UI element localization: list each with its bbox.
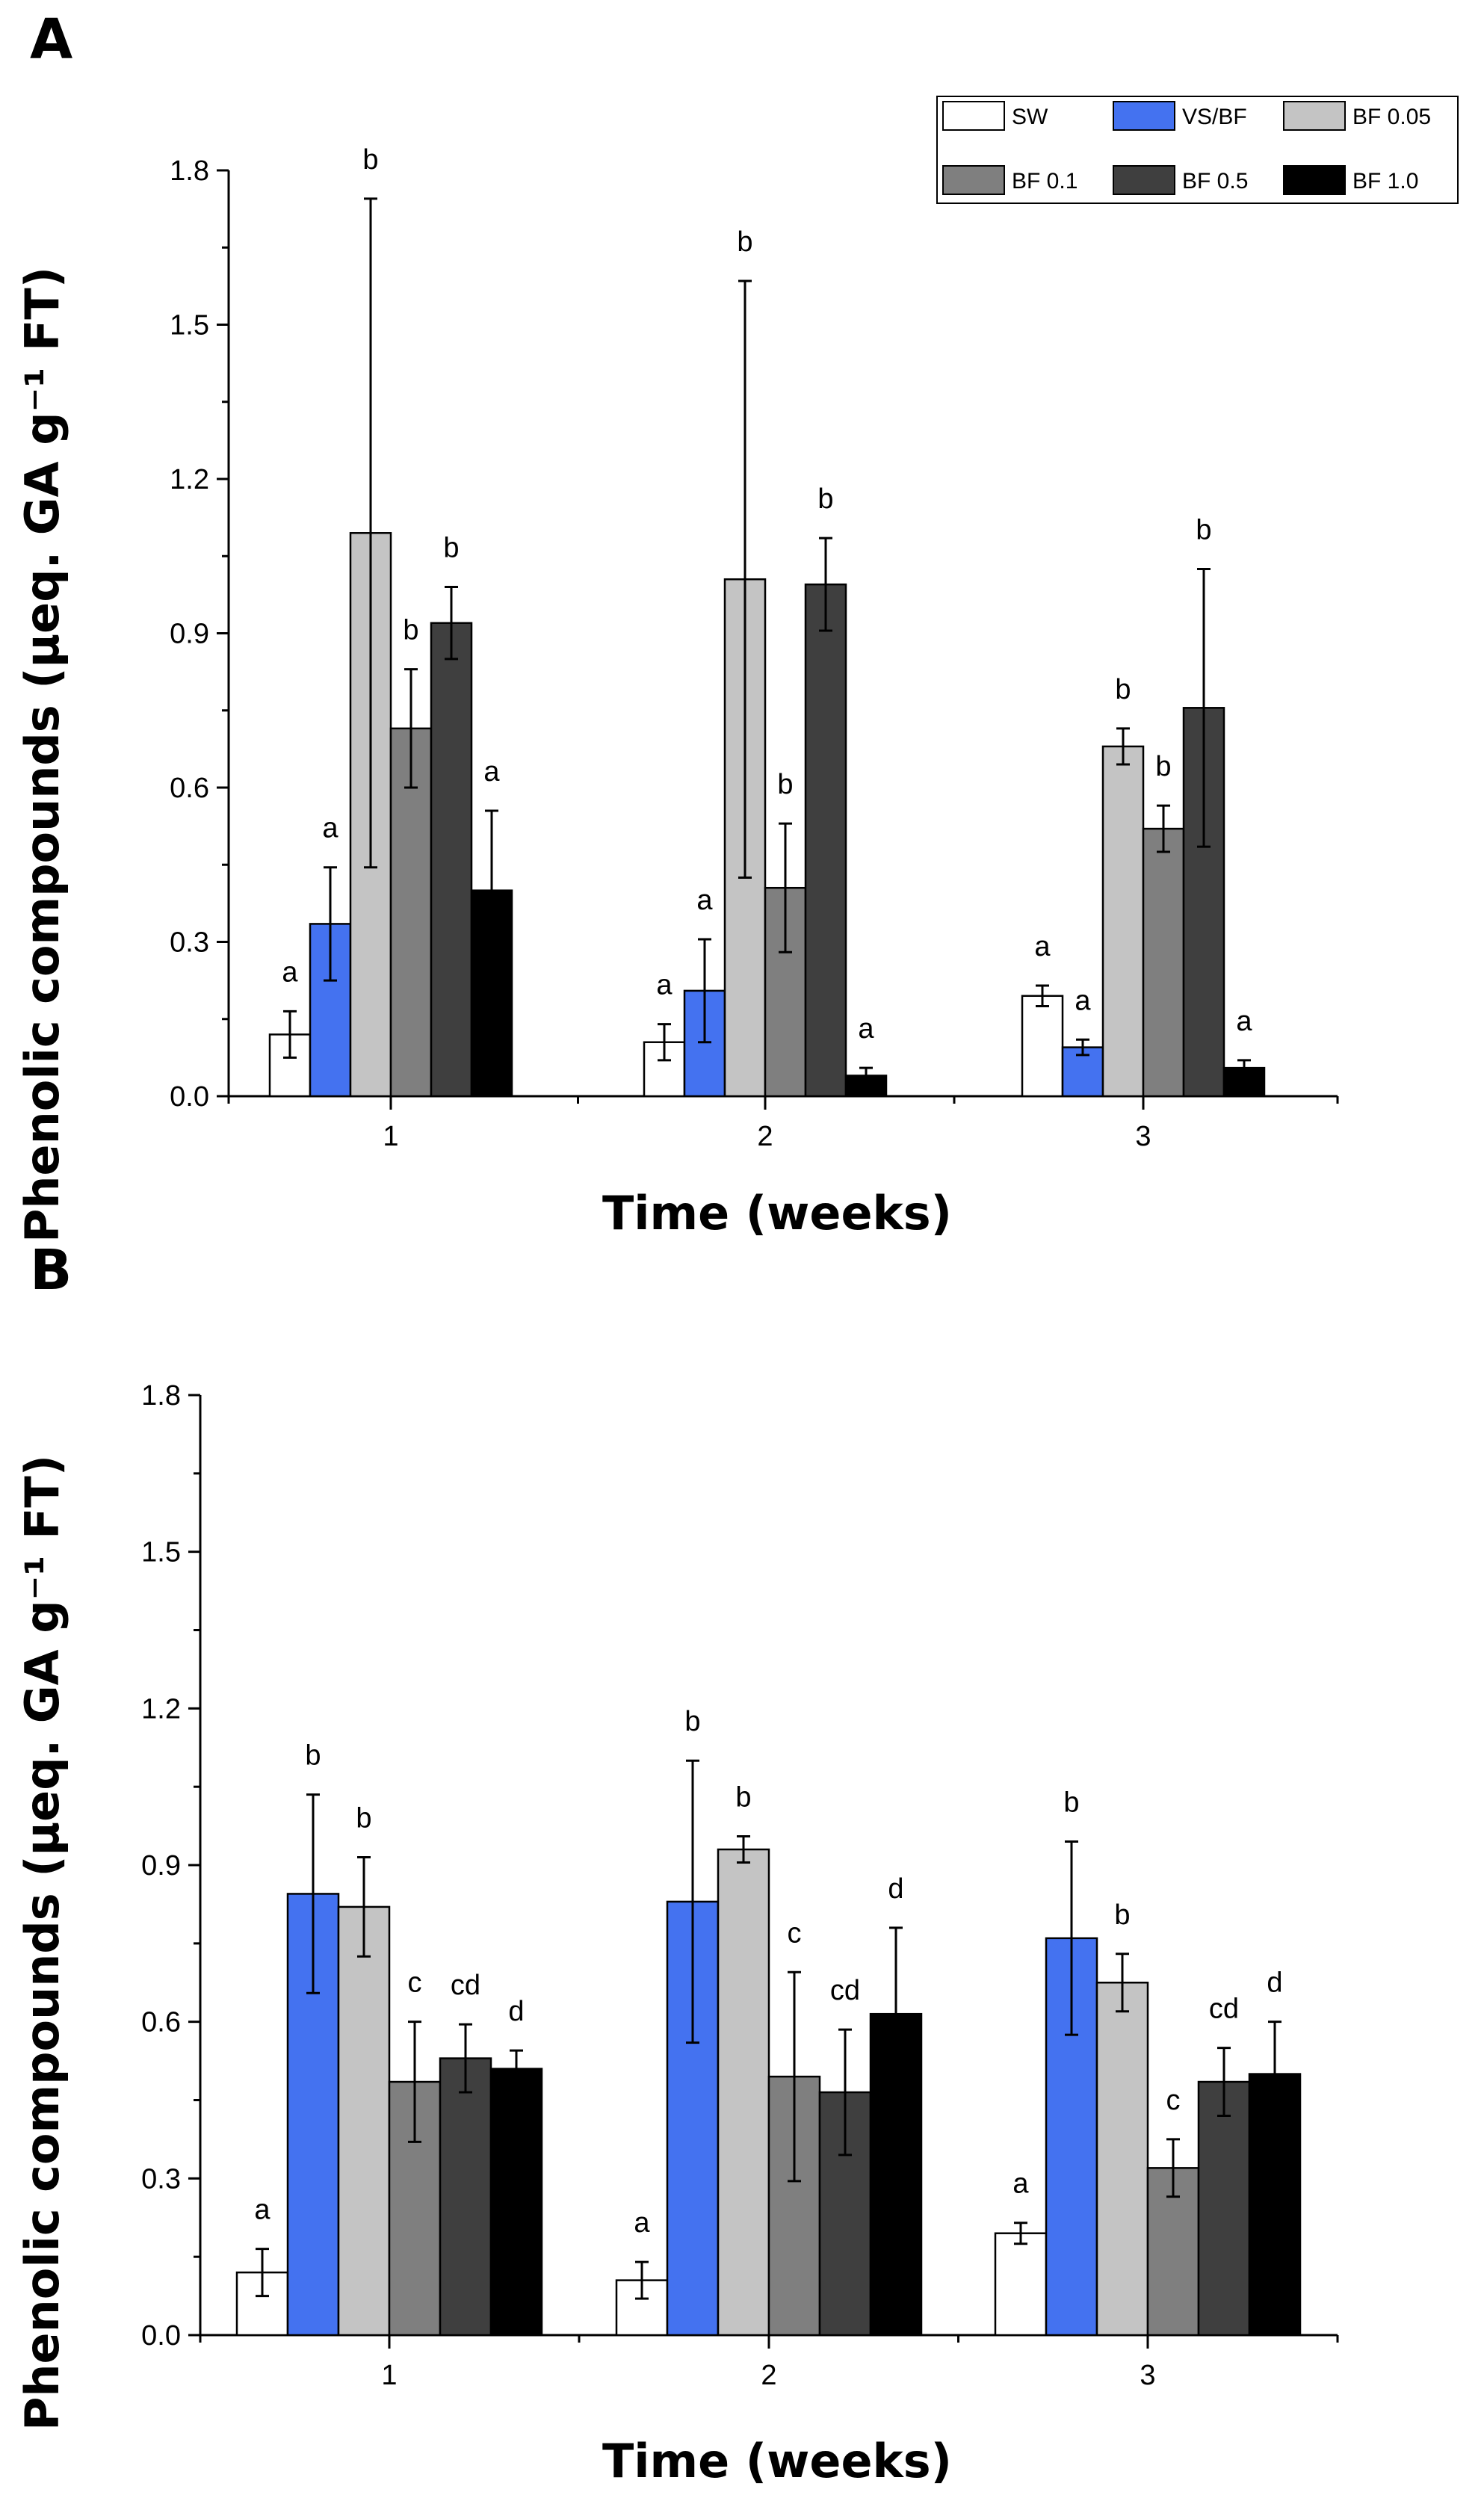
legend-label-bf-0-1: BF 0.1 [1012, 169, 1078, 194]
legend-label-bf-0-5: BF 0.5 [1182, 169, 1248, 194]
significance-letter: d [1267, 1967, 1282, 1999]
y-tick-label-b: 1.2 [141, 1693, 181, 1725]
significance-letter: a [696, 885, 713, 916]
y-tick-label-a: 0.0 [170, 1081, 209, 1113]
significance-letter: cd [1209, 1994, 1239, 2025]
significance-letter: c [1166, 2085, 1181, 2116]
significance-letter: c [788, 1917, 802, 1949]
y-tick-label-a: 1.8 [170, 155, 209, 187]
bar-bf-0-5 [804, 583, 847, 1098]
significance-letter: d [888, 1873, 903, 1905]
legend-box [936, 96, 1459, 204]
significance-letter: b [817, 483, 833, 515]
significance-letter: b [684, 1706, 700, 1737]
panel-label-a: A [30, 7, 72, 72]
significance-letter: b [305, 1740, 321, 1772]
significance-letter: b [737, 226, 752, 258]
legend-swatch-sw [942, 101, 1005, 131]
legend-swatch-bf-0-1 [942, 165, 1005, 195]
bar-bf-1-0 [489, 2068, 543, 2337]
significance-letter: b [1115, 674, 1131, 705]
significance-letter: a [656, 970, 673, 1001]
bar-bf-0-5 [439, 2057, 492, 2337]
legend-label-sw: SW [1012, 105, 1048, 129]
significance-letter: c [408, 1967, 422, 1999]
significance-letter: b [443, 533, 459, 564]
bar-bf-0-05 [337, 1905, 391, 2337]
bar-bf-0-05 [717, 1848, 770, 2337]
x-tick-label-b: 2 [761, 2360, 776, 2391]
y-tick-label-a: 0.6 [170, 773, 209, 804]
bar-bf-0-05 [1095, 1982, 1149, 2337]
significance-letter: a [634, 2207, 650, 2239]
significance-letter: b [777, 769, 793, 800]
significance-letter: cd [451, 1970, 480, 2001]
significance-letter: b [356, 1803, 371, 1834]
bar-bf-0-5 [430, 622, 473, 1098]
bar-bf-0-5 [1197, 2080, 1251, 2337]
y-tick-label-b: 0.3 [141, 2163, 181, 2195]
legend-swatch-bf-0-5 [1113, 165, 1175, 195]
x-tick-label-a: 3 [1135, 1121, 1151, 1152]
y-tick-label-a: 0.3 [170, 927, 209, 959]
bar-sw [1021, 995, 1064, 1098]
y-axis-title-a: Phenolic compounds (μeq. GA g⁻¹ FT) [15, 267, 69, 1243]
y-tick-label-b: 0.0 [141, 2320, 181, 2352]
legend-label-vs-bf: VS/BF [1182, 105, 1247, 129]
significance-letter: a [483, 756, 500, 788]
panel-a: Phenolic compounds (μeq. GA g⁻¹ FT) Time… [15, 144, 1339, 1243]
y-tick-label-a: 0.9 [170, 619, 209, 650]
significance-letter: a [254, 2195, 270, 2226]
significance-letter: a [1034, 931, 1051, 962]
significance-letter: cd [830, 1975, 860, 2006]
x-axis-title-b: Time (weeks) [602, 2434, 952, 2488]
x-axis-title-a: Time (weeks) [602, 1186, 952, 1240]
x-tick-label-b: 1 [381, 2360, 397, 2391]
bar-bf-0-05 [1101, 745, 1145, 1098]
legend-swatch-vs-bf [1113, 101, 1175, 131]
legend-label-bf-0-05: BF 0.05 [1352, 105, 1431, 129]
significance-letter: b [1155, 751, 1171, 782]
y-axis-title-b: Phenolic compounds (μeq. GA g⁻¹ FT) [15, 1455, 69, 2431]
significance-letter: a [858, 1013, 874, 1045]
significance-letter: a [1012, 2168, 1029, 2200]
panel-b: Phenolic compounds (μeq. GA g⁻¹ FT) Time… [15, 1380, 1339, 2488]
legend-swatch-bf-0-05 [1283, 101, 1346, 131]
significance-letter: a [1236, 1006, 1252, 1037]
significance-letter: d [508, 1996, 524, 2027]
y-tick-label-b: 1.5 [141, 1537, 181, 1568]
y-tick-label-a: 1.2 [170, 464, 209, 495]
x-tick-label-a: 1 [383, 1121, 398, 1152]
bar-bf-0-1 [1142, 827, 1185, 1098]
legend: SW VS/BF BF 0.05 BF 0.1 BF 0.5 BF 1.0 [936, 96, 1459, 204]
significance-letter: b [1114, 1899, 1130, 1931]
x-tick-label-b: 3 [1140, 2360, 1155, 2391]
legend-label-bf-1-0: BF 1.0 [1352, 169, 1418, 194]
bar-sw [994, 2232, 1048, 2337]
y-tick-label-b: 0.6 [141, 2007, 181, 2038]
significance-letter: a [322, 813, 338, 844]
significance-letter: b [1196, 514, 1211, 545]
significance-letter: b [403, 615, 418, 646]
legend-swatch-bf-1-0 [1283, 165, 1346, 195]
significance-letter: a [1075, 985, 1091, 1016]
y-tick-label-b: 1.8 [141, 1380, 181, 1412]
significance-letter: a [282, 956, 298, 988]
x-tick-label-a: 2 [757, 1121, 773, 1152]
significance-letter: b [1063, 1787, 1079, 1819]
panel-label-b: B [30, 1238, 72, 1302]
significance-letter: b [362, 144, 378, 176]
y-tick-label-a: 1.5 [170, 310, 209, 341]
y-tick-label-b: 0.9 [141, 1850, 181, 1882]
significance-letter: b [735, 1782, 751, 1814]
